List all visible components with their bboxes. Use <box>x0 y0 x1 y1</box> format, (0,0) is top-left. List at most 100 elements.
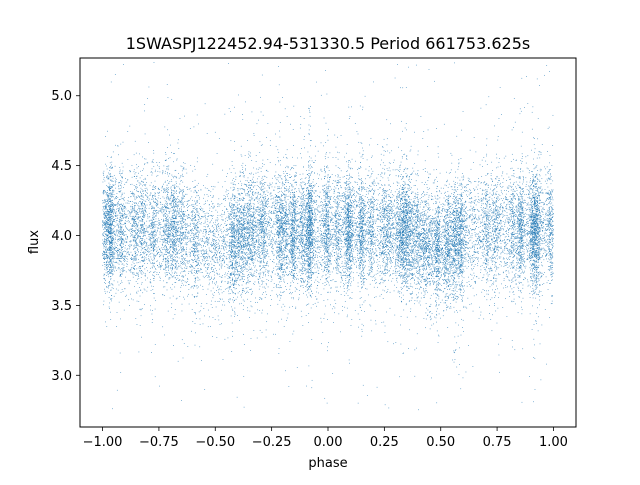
data-point <box>109 268 110 270</box>
data-point <box>335 146 337 148</box>
data-point <box>222 220 224 221</box>
data-point <box>543 226 545 227</box>
data-point <box>381 241 383 243</box>
data-point <box>414 227 415 229</box>
data-point <box>234 300 235 301</box>
data-point <box>353 195 355 196</box>
data-point <box>457 274 459 276</box>
data-point <box>513 211 514 213</box>
data-point <box>425 242 427 243</box>
data-point <box>422 214 424 215</box>
data-point <box>286 217 288 218</box>
data-point <box>382 192 384 194</box>
data-point <box>262 282 263 284</box>
data-point <box>173 190 175 192</box>
data-point <box>309 235 310 237</box>
data-point <box>149 251 151 253</box>
data-point <box>379 187 381 188</box>
data-point <box>336 286 338 288</box>
data-point <box>349 200 351 202</box>
data-point <box>536 173 538 175</box>
data-point <box>397 262 398 263</box>
data-point <box>220 262 222 264</box>
data-point <box>113 267 115 269</box>
data-point <box>107 204 109 205</box>
data-point <box>403 277 404 279</box>
data-point <box>105 214 106 216</box>
data-point <box>191 265 193 267</box>
data-point <box>339 216 341 217</box>
data-point <box>110 238 112 240</box>
data-point <box>408 210 410 211</box>
data-point <box>446 261 447 263</box>
data-point <box>309 225 311 227</box>
data-point <box>261 242 263 244</box>
data-point <box>382 253 384 254</box>
data-point <box>262 208 264 210</box>
data-point <box>219 268 220 270</box>
data-point <box>538 259 539 261</box>
data-point <box>288 252 290 253</box>
data-point <box>358 175 360 177</box>
data-point <box>324 203 326 205</box>
data-point <box>247 194 249 196</box>
data-point <box>449 240 450 242</box>
data-point <box>324 214 325 216</box>
data-point <box>264 257 265 258</box>
data-point <box>261 186 262 188</box>
data-point <box>468 262 469 264</box>
data-point <box>110 300 112 302</box>
data-point <box>141 205 142 207</box>
data-point <box>294 243 296 245</box>
data-point <box>123 239 124 241</box>
data-point <box>162 221 164 222</box>
data-point <box>351 215 353 216</box>
data-point <box>443 235 445 237</box>
data-point <box>435 230 437 232</box>
data-point <box>455 218 456 220</box>
data-point <box>275 215 276 217</box>
data-point <box>480 265 482 267</box>
data-point <box>383 212 385 214</box>
data-point <box>135 242 137 244</box>
data-point <box>523 260 525 262</box>
data-point <box>409 223 411 225</box>
data-point <box>328 202 330 204</box>
data-point <box>115 221 117 223</box>
data-point <box>372 222 374 224</box>
data-point <box>440 277 441 278</box>
data-point <box>308 264 309 265</box>
data-point <box>425 256 427 258</box>
data-point <box>358 188 359 190</box>
data-point <box>414 258 415 260</box>
data-point <box>389 228 391 230</box>
data-point <box>182 237 184 239</box>
data-point <box>537 205 539 206</box>
data-point <box>361 190 362 192</box>
data-point <box>528 257 530 259</box>
data-point <box>150 282 152 284</box>
data-point <box>484 269 486 270</box>
data-point <box>230 252 232 253</box>
data-point <box>131 211 133 212</box>
data-point <box>346 234 348 235</box>
data-point <box>548 208 550 210</box>
data-point <box>531 269 533 271</box>
data-point <box>411 209 412 210</box>
data-point <box>273 198 274 200</box>
data-point <box>298 257 300 259</box>
data-point <box>104 236 105 238</box>
data-point <box>519 215 521 217</box>
data-point <box>311 187 313 189</box>
data-point <box>210 290 212 292</box>
data-point <box>237 193 239 195</box>
data-point <box>193 296 195 297</box>
data-point <box>347 285 348 286</box>
data-point <box>313 253 314 255</box>
data-point <box>163 228 164 230</box>
data-point <box>103 208 105 209</box>
data-point <box>366 241 367 242</box>
data-point <box>315 215 317 217</box>
data-point <box>179 296 181 297</box>
data-point <box>529 208 531 210</box>
